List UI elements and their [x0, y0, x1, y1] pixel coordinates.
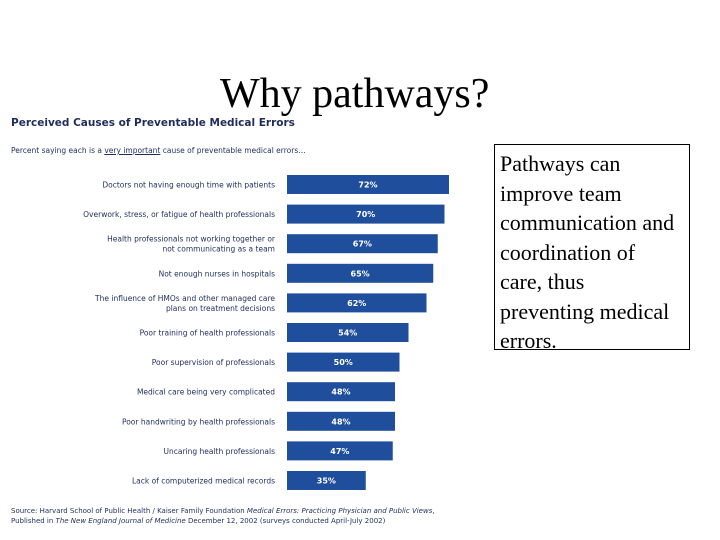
bar-value-label-3: 65%	[351, 269, 370, 278]
bar-4	[287, 293, 427, 313]
bar-value-label-8: 48%	[331, 417, 350, 426]
source-line2-c: December 12, 2002 (surveys conducted Apr…	[185, 517, 386, 525]
bar-value-label-0: 72%	[358, 181, 377, 190]
bar-8	[287, 411, 395, 431]
bar-value-label-2: 67%	[353, 240, 372, 249]
bar-value-label-6: 50%	[334, 358, 353, 367]
bar-2	[287, 234, 438, 254]
chart-title: Perceived Causes of Preventable Medical …	[11, 117, 295, 129]
bar-1	[287, 204, 445, 224]
source-line2-b: The New England Journal of Medicine	[55, 517, 186, 525]
category-label-8: Poor handwriting by health professionals	[122, 417, 275, 426]
category-label-2-line-1: not communicating as a team	[162, 245, 275, 254]
bar-9	[287, 441, 393, 461]
category-label-5: Poor training of health professionals	[140, 329, 276, 338]
category-label-3: Not enough nurses in hospitals	[159, 269, 275, 278]
category-label-1: Overwork, stress, or fatigue of health p…	[83, 210, 275, 219]
category-label-10: Lack of computerized medical records	[132, 477, 275, 486]
bar-10	[287, 471, 366, 490]
slide-title: Why pathways?	[220, 71, 490, 117]
source-line1-c: ,	[432, 507, 435, 515]
source-line1-a: Source: Harvard School of Public Health …	[11, 507, 247, 515]
category-label-4-line-1: plans on treatment decisions	[166, 304, 275, 313]
chart-subtitle: Percent saying each is a very important …	[11, 146, 306, 155]
category-label-7: Medical care being very complicated	[137, 388, 275, 397]
chart-subtitle-emphasis: very important	[104, 146, 161, 155]
chart-subtitle-prefix: Percent saying each is a	[11, 146, 105, 155]
category-label-6: Poor supervision of professionals	[152, 358, 275, 367]
callout-box: Pathways can improve team communication …	[494, 144, 690, 353]
category-label-4-line-0: The influence of HMOs and other managed …	[94, 294, 275, 303]
category-label-0: Doctors not having enough time with pati…	[102, 181, 275, 190]
bar-6	[287, 352, 400, 372]
bar-7	[287, 382, 395, 402]
source-line1-b: Medical Errors: Practicing Physician and…	[246, 507, 433, 515]
bar-value-label-7: 48%	[331, 388, 350, 397]
chart-source: Source: Harvard School of Public Health …	[11, 506, 531, 526]
bar-3	[287, 263, 434, 283]
bar-value-label-10: 35%	[317, 477, 336, 486]
chart-subtitle-suffix: cause of preventable medical errors…	[160, 146, 306, 155]
source-line2-a: Published in	[11, 517, 56, 525]
category-label-9: Uncaring health professionals	[163, 447, 275, 456]
bar-0	[287, 175, 449, 194]
bar-value-label-5: 54%	[338, 329, 357, 338]
bar-value-label-1: 70%	[356, 210, 375, 219]
bar-value-label-9: 47%	[330, 447, 349, 456]
bar-5	[287, 323, 409, 342]
bar-value-label-4: 62%	[347, 299, 366, 308]
category-label-2-line-0: Health professionals not working togethe…	[107, 235, 276, 244]
